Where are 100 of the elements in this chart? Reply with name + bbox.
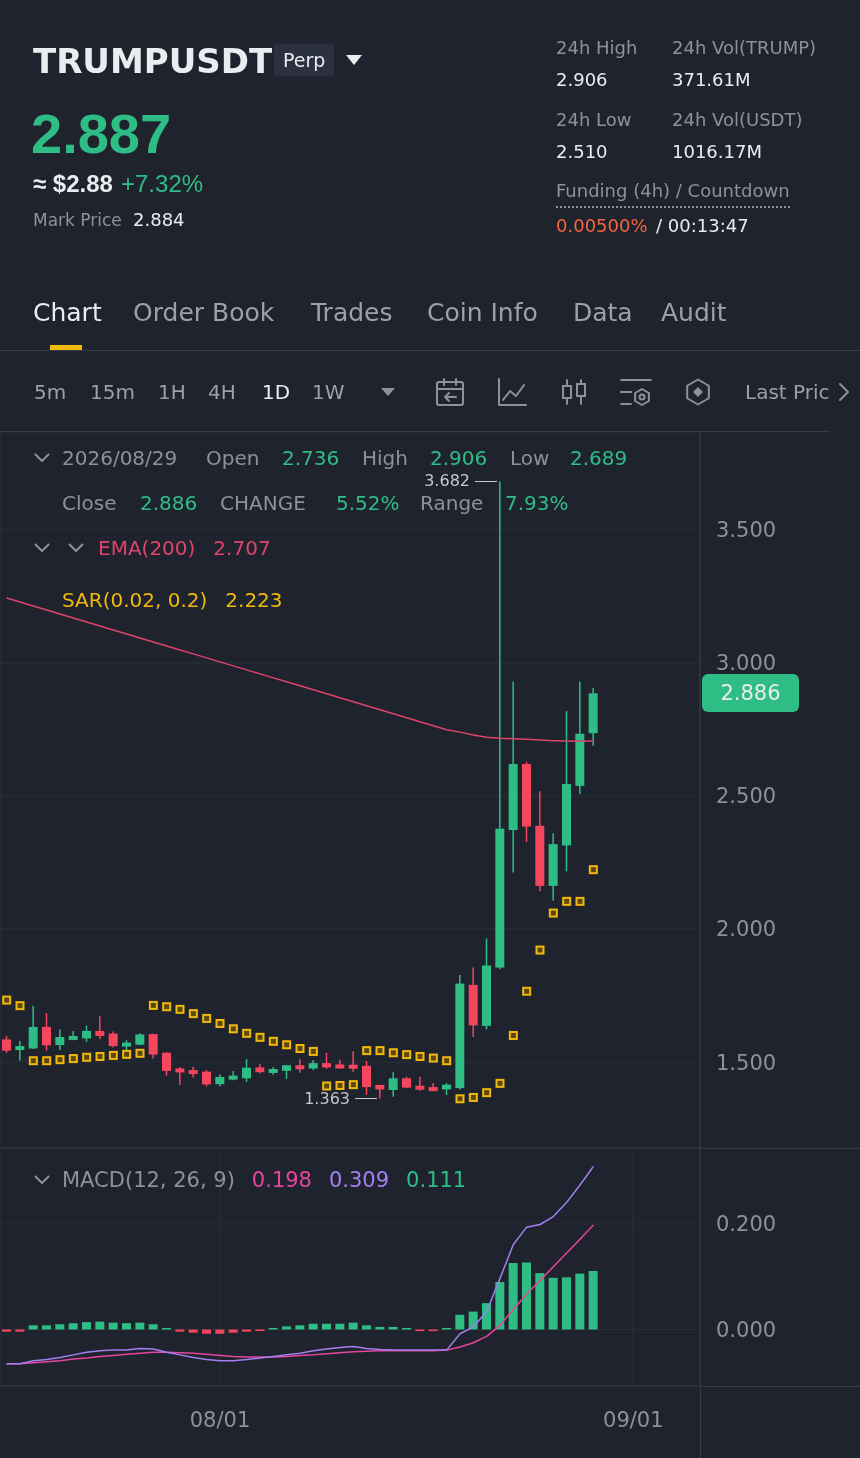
point (2, 995, 12, 1005)
point (588, 865, 598, 875)
point (575, 896, 585, 906)
point (482, 1088, 492, 1098)
candlestick (15, 1040, 25, 1062)
text: 2.886 (702, 674, 799, 713)
y-tick-label: 3.000 (716, 651, 777, 676)
text: Order Book (133, 298, 275, 328)
bar (522, 1262, 531, 1330)
text: 24h High (556, 37, 638, 59)
bar (322, 1323, 331, 1330)
bar (482, 1303, 491, 1330)
point (522, 986, 532, 996)
bar (108, 1322, 118, 1330)
bar (535, 1273, 545, 1330)
annotation: High (362, 446, 408, 470)
point (68, 1054, 78, 1064)
text: EMA(200) (98, 536, 196, 560)
y-tick-label: 3.500 (716, 518, 777, 543)
bar (308, 1323, 318, 1330)
bar (82, 1322, 91, 1330)
annotation: 7.93% (505, 491, 569, 515)
text: 15m (90, 380, 135, 404)
text: 24h Vol(USDT) (672, 109, 803, 131)
point (55, 1055, 65, 1065)
candlestick (362, 1060, 371, 1096)
text: 371.61M (672, 69, 751, 91)
point (362, 1046, 372, 1056)
annotation: 2.906 (430, 446, 488, 470)
candlestick (148, 1033, 158, 1060)
text: ≈ $2.88 (33, 169, 113, 199)
point (295, 1043, 305, 1053)
candlestick (175, 1066, 185, 1086)
text: 5m (34, 380, 67, 404)
annotation: Range (420, 491, 484, 515)
text: Audit (661, 298, 727, 328)
point (15, 1001, 25, 1011)
text: 2.906 (556, 69, 608, 91)
bar (548, 1277, 558, 1330)
point (415, 1051, 425, 1061)
bar (122, 1323, 131, 1330)
point (308, 1046, 318, 1056)
text: 1H (158, 380, 186, 404)
text: TRUMPUSDT (33, 40, 273, 82)
point (562, 896, 572, 906)
text: 1D (262, 380, 291, 404)
bar (335, 1323, 345, 1330)
y-tick-label: 2.500 (716, 784, 777, 809)
text: Perp (274, 44, 335, 76)
point (495, 1078, 505, 1088)
bar (202, 1329, 211, 1334)
point (268, 1036, 278, 1046)
text: Chart (33, 298, 102, 328)
candlestick (242, 1058, 251, 1083)
candlestick (415, 1075, 425, 1092)
candlestick (55, 1028, 65, 1051)
bar (15, 1329, 25, 1332)
bar (188, 1329, 198, 1333)
bar (242, 1329, 251, 1332)
annotation: 2.707 (213, 536, 271, 560)
bar (508, 1263, 518, 1330)
annotation: 0.111 (406, 1167, 467, 1193)
point (148, 1000, 158, 1010)
bar (68, 1323, 78, 1330)
text: 2.887 (31, 101, 172, 168)
annotation: 1.363 (304, 1088, 350, 1108)
point (215, 1018, 225, 1028)
point (42, 1056, 52, 1066)
y-tick-label: 1.500 (716, 1050, 777, 1075)
text: 0.00500% (556, 215, 648, 237)
line-series (5, 1165, 595, 1365)
annotation: 5.52% (336, 491, 400, 515)
candlestick (348, 1050, 358, 1073)
text: 4H (208, 380, 236, 404)
bar (55, 1324, 65, 1330)
point (388, 1048, 398, 1058)
bar (388, 1326, 398, 1330)
annotation: 2026/08/29 (62, 446, 178, 470)
point (175, 1004, 185, 1014)
point (28, 1056, 38, 1066)
bar (42, 1325, 51, 1330)
point (135, 1048, 145, 1058)
y-tick-label: 0.000 (716, 1317, 777, 1342)
point (95, 1051, 105, 1061)
annotation: 0.198 (251, 1167, 312, 1193)
candlestick (42, 1012, 51, 1052)
point (242, 1028, 252, 1038)
text: Coin Info (427, 298, 538, 328)
text: Funding (4h) / Countdown (556, 180, 790, 202)
text: 24h Low (556, 109, 632, 131)
bar (2, 1329, 11, 1332)
bar (295, 1325, 305, 1330)
bar (28, 1325, 38, 1330)
point (348, 1080, 358, 1090)
candlestick (28, 1004, 38, 1050)
point (228, 1024, 238, 1034)
bar (362, 1325, 371, 1330)
x-tick-label: 09/01 (603, 1407, 664, 1432)
annotation: 2.223 (225, 588, 283, 612)
annotation: CHANGE (220, 491, 306, 515)
